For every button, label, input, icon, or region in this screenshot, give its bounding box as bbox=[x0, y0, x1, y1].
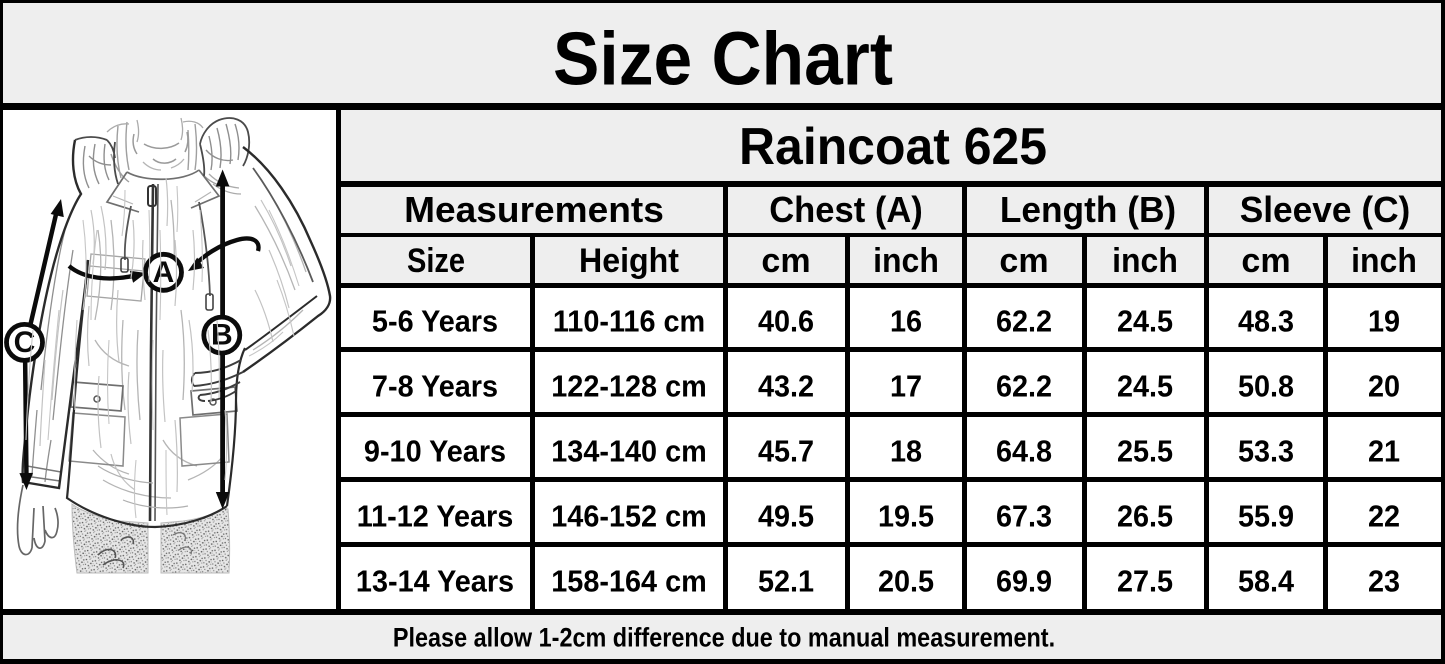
svg-text:C: C bbox=[14, 326, 36, 359]
svg-text:A: A bbox=[153, 256, 175, 289]
svg-text:B: B bbox=[211, 319, 233, 352]
